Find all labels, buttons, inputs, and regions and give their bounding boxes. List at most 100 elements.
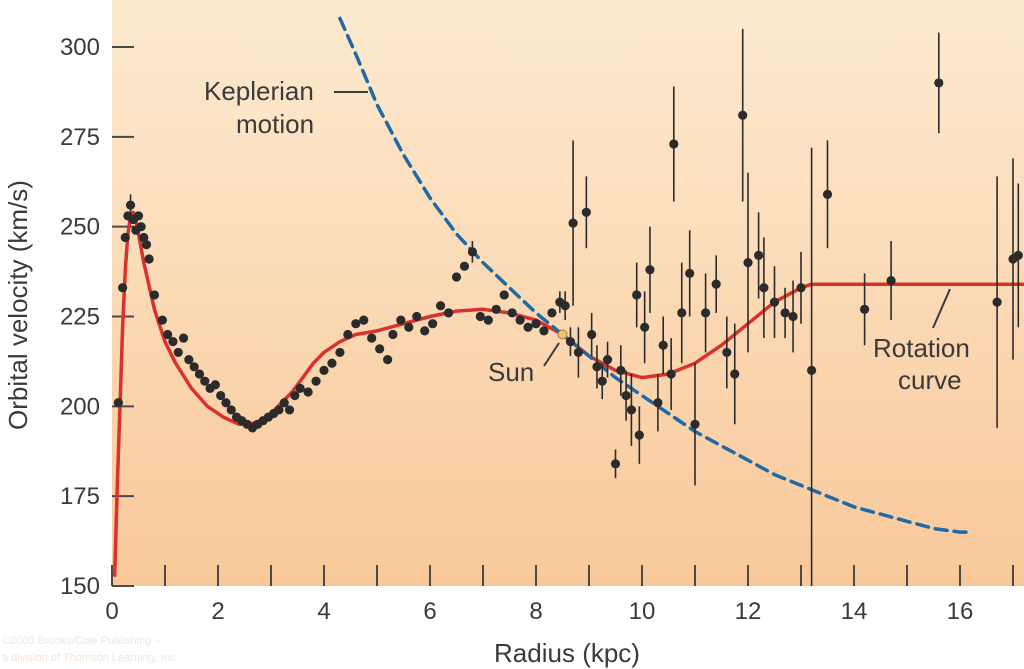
data-point bbox=[822, 189, 833, 199]
data-point bbox=[420, 326, 430, 336]
rotation-leader-line bbox=[932, 288, 951, 329]
data-point bbox=[388, 329, 398, 340]
data-point bbox=[592, 362, 602, 372]
data-point bbox=[483, 315, 493, 325]
x-tick-label: 10 bbox=[629, 598, 656, 625]
data-point bbox=[125, 200, 136, 210]
y-tick-label: 175 bbox=[60, 483, 100, 510]
data-point bbox=[539, 326, 549, 336]
y-tick-label: 200 bbox=[60, 393, 100, 420]
data-point bbox=[436, 301, 446, 311]
sun-leader-line bbox=[543, 342, 560, 367]
data-point bbox=[351, 319, 361, 329]
y-tick-label: 225 bbox=[60, 304, 100, 331]
data-point bbox=[796, 283, 806, 293]
data-point bbox=[141, 240, 152, 250]
data-point bbox=[523, 322, 533, 332]
data-point bbox=[274, 405, 284, 415]
data-point bbox=[226, 405, 236, 415]
data-point bbox=[711, 279, 721, 289]
data-point bbox=[531, 319, 541, 329]
data-point bbox=[157, 315, 167, 325]
data-point bbox=[139, 232, 149, 243]
data-point bbox=[658, 340, 668, 350]
data-point bbox=[149, 290, 159, 300]
data-point bbox=[597, 376, 607, 386]
y-axis-title: Orbital velocity (km/s) bbox=[3, 180, 33, 430]
x-tick-label: 8 bbox=[529, 598, 542, 625]
data-point bbox=[136, 222, 146, 232]
x-tick-label: 2 bbox=[211, 598, 224, 625]
data-point bbox=[626, 405, 637, 415]
data-point bbox=[499, 290, 509, 300]
data-point bbox=[210, 380, 220, 390]
rotation-label-line2: curve bbox=[898, 365, 962, 395]
keplerian-label-line2: motion bbox=[236, 109, 314, 139]
data-point bbox=[666, 369, 676, 379]
x-axis-title: Radius (kpc) bbox=[494, 638, 640, 668]
copyright-line1: ©2003 Brooks/Cole Publishing – bbox=[2, 635, 161, 647]
data-point bbox=[640, 322, 650, 332]
copyright-line2: a division of Thomson Learning, Inc. bbox=[2, 652, 179, 664]
data-point bbox=[738, 110, 748, 120]
data-point bbox=[475, 311, 485, 322]
sun-label: Sun bbox=[488, 357, 534, 387]
data-point bbox=[780, 308, 790, 318]
data-point bbox=[690, 419, 700, 429]
sun-marker bbox=[557, 329, 568, 340]
data-point bbox=[404, 322, 414, 332]
data-point bbox=[194, 369, 205, 379]
data-point bbox=[133, 211, 144, 221]
data-point bbox=[587, 329, 597, 340]
data-point bbox=[722, 347, 732, 358]
data-point bbox=[459, 261, 470, 271]
data-point bbox=[335, 347, 345, 358]
data-point bbox=[934, 78, 944, 88]
data-point bbox=[303, 387, 313, 397]
sun-layer bbox=[557, 329, 568, 340]
data-point bbox=[568, 218, 578, 228]
data-point bbox=[311, 376, 321, 386]
y-tick-label: 150 bbox=[60, 573, 100, 600]
data-point bbox=[769, 297, 780, 307]
data-point bbox=[412, 311, 422, 322]
data-point bbox=[367, 333, 377, 343]
y-tick-label: 275 bbox=[60, 124, 100, 151]
data-point bbox=[396, 315, 406, 325]
data-point bbox=[200, 376, 210, 386]
data-point bbox=[610, 459, 621, 469]
data-point bbox=[451, 272, 462, 282]
data-point bbox=[359, 315, 369, 325]
y-tick-label: 300 bbox=[60, 34, 100, 61]
data-point bbox=[319, 365, 329, 375]
data-point bbox=[163, 329, 173, 340]
data-point bbox=[295, 383, 305, 393]
data-point bbox=[565, 337, 576, 347]
data-point bbox=[284, 405, 295, 415]
data-point bbox=[178, 333, 189, 343]
keplerian-curve bbox=[338, 16, 973, 534]
rotation-label-line1: Rotation bbox=[873, 333, 970, 363]
x-tick-label: 16 bbox=[947, 598, 974, 625]
data-point bbox=[221, 398, 231, 408]
x-tick-label: 4 bbox=[317, 598, 330, 625]
data-point bbox=[428, 319, 438, 329]
x-tick-label: 6 bbox=[423, 598, 436, 625]
data-point bbox=[383, 355, 393, 365]
keplerian-label-line1: Keplerian bbox=[204, 76, 314, 106]
data-point bbox=[279, 398, 289, 408]
data-point bbox=[547, 308, 557, 318]
data-point bbox=[669, 139, 679, 149]
plot-background bbox=[112, 0, 1024, 586]
data-point bbox=[632, 290, 642, 300]
y-tick-label: 250 bbox=[60, 214, 100, 241]
data-point bbox=[621, 390, 631, 401]
data-point bbox=[860, 304, 870, 314]
data-point bbox=[788, 311, 798, 322]
data-point bbox=[515, 315, 525, 325]
data-point bbox=[120, 232, 130, 243]
data-point bbox=[1013, 250, 1023, 261]
data-point bbox=[189, 362, 199, 372]
data-point bbox=[886, 275, 896, 286]
